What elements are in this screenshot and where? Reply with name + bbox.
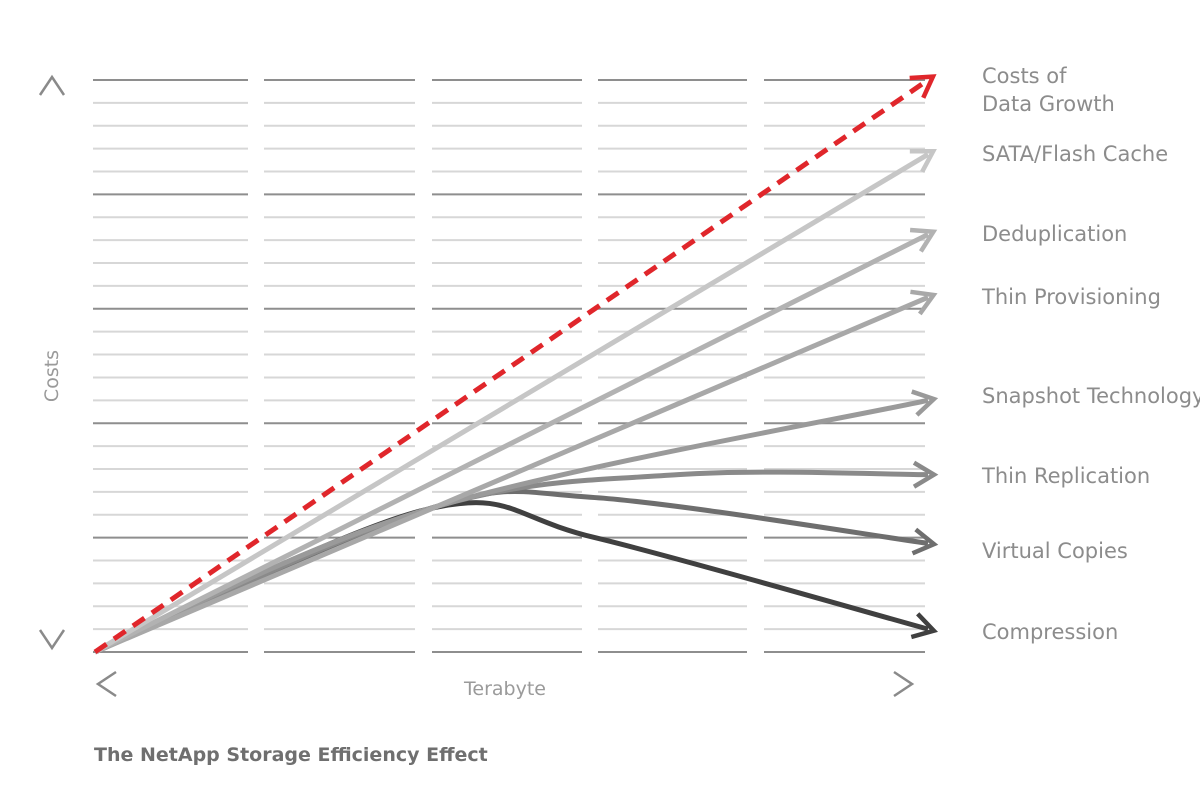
arrowhead-sata-flash-cache bbox=[909, 148, 937, 173]
arrowhead-virtual-copies bbox=[911, 527, 939, 556]
series-line-thin-replication bbox=[94, 469, 929, 655]
arrowhead-costs-of-data-growth bbox=[909, 74, 937, 99]
x-axis-left-arrow bbox=[95, 670, 117, 698]
label-virtual-copies: Virtual Copies bbox=[982, 539, 1128, 563]
y-axis-top-arrow bbox=[38, 74, 66, 96]
label-costs-of-data-growth: Costs of Data Growth bbox=[982, 62, 1115, 118]
arrowhead-compression bbox=[910, 612, 939, 640]
y-axis-label: Costs bbox=[41, 349, 63, 403]
arrowhead-thin-replication bbox=[912, 460, 939, 489]
arrowhead-deduplication bbox=[909, 227, 938, 253]
label-deduplication: Deduplication bbox=[982, 222, 1128, 246]
series-line-deduplication bbox=[93, 232, 930, 655]
label-thin-provisioning: Thin Provisioning bbox=[982, 285, 1161, 309]
label-thin-replication: Thin Replication bbox=[982, 464, 1151, 488]
x-axis-label: Terabyte bbox=[464, 678, 546, 700]
chart-caption: The NetApp Storage Efficiency Effect bbox=[94, 744, 488, 766]
arrowhead-snapshot-technology bbox=[911, 389, 939, 417]
series-lines bbox=[93, 74, 939, 655]
series-line-costs-of-data-growth bbox=[93, 77, 930, 655]
label-costs-line2: Data Growth bbox=[982, 92, 1115, 116]
axis-arrows bbox=[38, 74, 915, 698]
series-line-sata-flash-cache bbox=[93, 152, 930, 655]
series-line-thin-provisioning bbox=[94, 295, 929, 655]
label-sata-flash-cache: SATA/Flash Cache bbox=[982, 142, 1169, 166]
label-compression: Compression bbox=[982, 620, 1119, 644]
label-costs-line1: Costs of bbox=[982, 64, 1067, 88]
y-axis-bottom-arrow bbox=[38, 629, 66, 651]
label-snapshot-technology: Snapshot Technology bbox=[982, 384, 1200, 408]
arrowhead-thin-provisioning bbox=[910, 289, 938, 316]
x-axis-right-arrow bbox=[893, 670, 915, 698]
